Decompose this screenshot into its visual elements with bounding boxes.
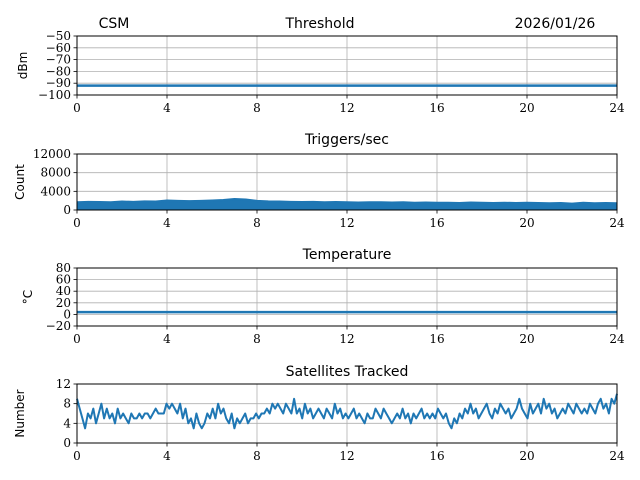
y-tick-label: 4000 [40,184,71,198]
axes-frame [76,383,618,444]
y-tick-label: 0 [63,436,71,450]
axes-frame [76,35,618,96]
series-satellites [76,393,618,430]
x-tick-label: 0 [73,449,81,463]
y-tick-label: 4 [63,416,71,430]
x-tick-label: 8 [253,101,261,115]
x-tick-label: 20 [519,332,534,346]
y-axis-label: Count [13,164,27,200]
y-axis-label: dBm [16,52,30,80]
x-tick-label: 4 [163,332,171,346]
x-tick-label: 16 [429,216,444,230]
y-tick-label: 80 [56,261,71,275]
x-tick-label: 8 [253,216,261,230]
series-triggers-fill [77,199,617,210]
x-tick-label: 4 [163,216,171,230]
axes-frame [76,153,618,211]
x-tick-label: 8 [253,449,261,463]
panel-threshold: 0 4 8 12 16 20 24 −50−60−70−80−90−100 dBm [16,29,625,115]
x-tick-label: 16 [429,449,444,463]
x-tick-label: 24 [609,101,625,115]
panel-triggers: 0 4 8 12 16 20 24 12000 8000 4000 0 Count [13,147,625,230]
y-tick-label: 0 [63,203,71,217]
chart-title-threshold: Threshold [285,16,355,32]
panel-satellites: 0 4 8 12 16 20 24 12 8 4 0 Number [13,377,625,463]
y-tick-label: −60 [46,41,71,55]
header-left-label: CSM [99,16,130,32]
chart-title-satellites: Satellites Tracked [286,364,409,380]
x-tick-label: 24 [609,216,625,230]
y-tick-label: 8 [63,397,71,411]
x-tick-label: 0 [73,332,81,346]
y-tick-label: 0 [63,307,71,321]
series-triggers [76,198,618,206]
x-tick-label: 12 [339,101,354,115]
x-tick-label: 20 [519,101,534,115]
x-tick-label: 4 [163,101,171,115]
y-tick-label: −20 [46,319,71,333]
x-tick-label: 12 [339,449,354,463]
x-tick-label: 20 [519,449,534,463]
y-tick-label: −80 [46,64,71,78]
y-tick-label: −90 [46,76,71,90]
y-tick-label: −100 [38,88,71,102]
y-tick-label: 12 [56,377,71,391]
y-tick-label: 40 [56,284,71,298]
header-date-label: 2026/01/26 [515,16,596,32]
x-tick-label: 16 [429,332,444,346]
y-tick-label: −70 [46,53,71,67]
x-tick-label: 0 [73,216,81,230]
x-tick-label: 4 [163,449,171,463]
y-tick-label: 12000 [33,147,71,161]
x-tick-label: 20 [519,216,534,230]
x-tick-label: 16 [429,101,444,115]
x-tick-label: 12 [339,332,354,346]
x-tick-label: 0 [73,101,81,115]
x-tick-label: 24 [609,449,625,463]
y-tick-label: 8000 [40,166,71,180]
x-tick-label: 8 [253,332,261,346]
y-tick-label: 60 [56,273,71,287]
axes-frame [76,267,618,327]
y-axis-label: °C [21,290,35,304]
x-tick-label: 12 [339,216,354,230]
chart-title-temperature: Temperature [302,247,392,263]
chart-title-triggers: Triggers/sec [304,132,389,148]
y-tick-label: −50 [46,29,71,43]
y-tick-label: 20 [56,296,71,310]
x-tick-label: 24 [609,332,625,346]
y-axis-label: Number [13,389,27,437]
